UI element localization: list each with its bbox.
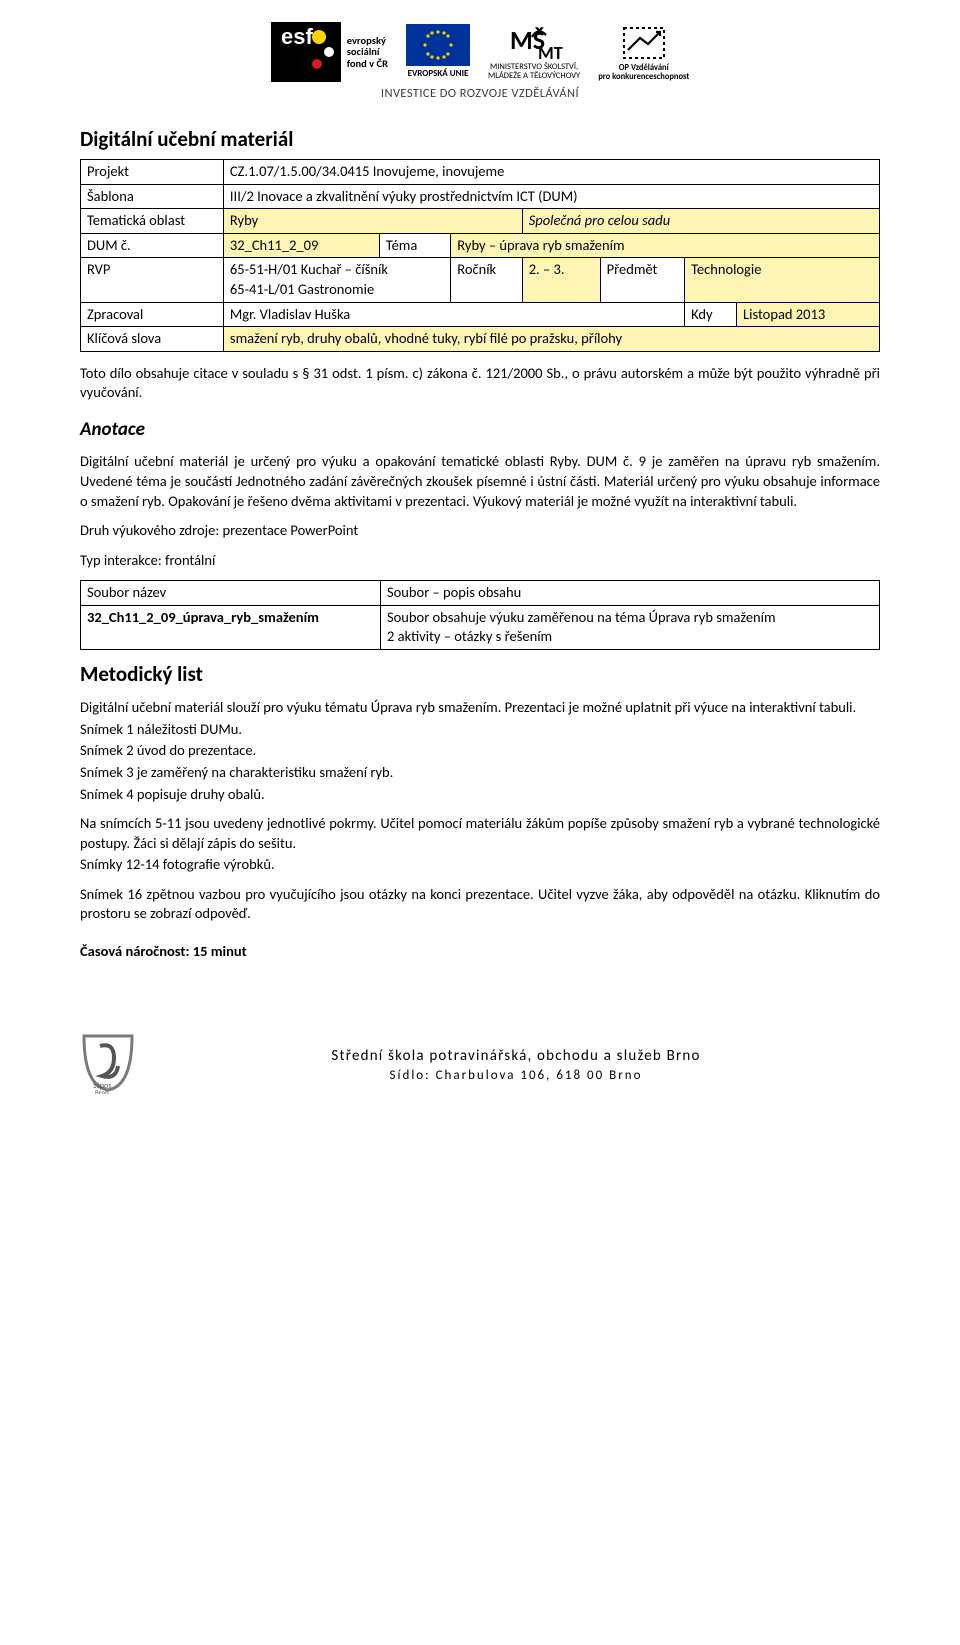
metod-line-1: Snímek 1 náležitosti DUMu. <box>80 720 880 740</box>
meta-sablona-label: Šablona <box>81 184 224 209</box>
meta-predmet-val: Technologie <box>685 258 880 302</box>
meta-dumc-label: DUM č. <box>81 233 224 258</box>
meta-predmet-label: Předmět <box>600 258 684 302</box>
anotace-para-2: Druh výukového zdroje: prezentace PowerP… <box>80 521 880 541</box>
meta-rocnik-val: 2. – 3. <box>522 258 600 302</box>
svg-text:MT: MT <box>538 42 563 63</box>
meta-projekt-label: Projekt <box>81 160 224 185</box>
files-head-name: Soubor název <box>81 581 381 606</box>
time-required: Časová náročnost: 15 minut <box>80 942 880 962</box>
meta-rocnik-label: Ročník <box>451 258 522 302</box>
meta-rvp-label: RVP <box>81 258 224 302</box>
op-logo: OP Vzdělávání pro konkurenceschopnost <box>598 22 689 82</box>
meta-kdy-val: Listopad 2013 <box>737 302 880 327</box>
esf-logo: esf evropský sociální fond v ČR <box>271 22 388 82</box>
eu-label: EVROPSKÁ UNIE <box>408 68 469 80</box>
footer-line-1: Střední škola potravinářská, obchodu a s… <box>152 1046 880 1066</box>
metod-heading: Metodický list <box>80 660 880 688</box>
files-head-desc: Soubor – popis obsahu <box>381 581 880 606</box>
anotace-para-3: Typ interakce: frontální <box>80 551 880 571</box>
metod-line-3: Snímek 3 je zaměřený na charakteristiku … <box>80 763 880 783</box>
msmt-logo: MŠ MT MINISTERSTVO ŠKOLSTVÍ, MLÁDEŽE A T… <box>488 23 580 81</box>
metod-line-2: Snímek 2 úvod do prezentace. <box>80 741 880 761</box>
meta-tematicka-label: Tematická oblast <box>81 209 224 234</box>
meta-klicova-val: smažení ryb, druhy obalů, vhodné tuky, r… <box>223 327 879 352</box>
doc-title: Digitální učební materiál <box>80 125 880 153</box>
meta-rvp-val: 65-51-H/01 Kuchař – číšník 65-41-L/01 Ga… <box>223 258 450 302</box>
meta-klicova-label: Klíčová slova <box>81 327 224 352</box>
esf-text-3: fond v ČR <box>347 58 388 70</box>
footer-logo: Sšpos Brno <box>80 1032 138 1100</box>
files-table: Soubor název Soubor – popis obsahu 32_Ch… <box>80 580 880 650</box>
meta-sablona-val: III/2 Inovace a zkvalitnění výuky prostř… <box>223 184 879 209</box>
metod-line-6: Snímky 12-14 fotografie výrobků. <box>80 855 880 875</box>
meta-kdy-label: Kdy <box>685 302 737 327</box>
footer-line-2: Sídlo: Charbulova 106, 618 00 Brno <box>152 1067 880 1085</box>
anotace-heading: Anotace <box>80 417 880 443</box>
meta-tema-val: Ryby – úprava ryb smažením <box>451 233 880 258</box>
meta-projekt-val: CZ.1.07/1.5.00/34.0415 Inovujeme, inovuj… <box>223 160 879 185</box>
eu-flag-logo: EVROPSKÁ UNIE <box>406 24 470 80</box>
meta-dumc-val: 32_Ch11_2_09 <box>223 233 379 258</box>
metod-line-5: Na snímcích 5-11 jsou uvedeny jednotlivé… <box>80 814 880 853</box>
footer: Sšpos Brno Střední škola potravinářská, … <box>80 1032 880 1100</box>
header-logos: esf evropský sociální fond v ČR EVROPSKÁ… <box>80 22 880 82</box>
footer-text: Střední škola potravinářská, obchodu a s… <box>152 1046 880 1084</box>
metod-line-4: Snímek 4 popisuje druhy obalů. <box>80 785 880 805</box>
files-row-desc: Soubor obsahuje výuku zaměřenou na téma … <box>381 605 880 649</box>
meta-table: Projekt CZ.1.07/1.5.00/34.0415 Inovujeme… <box>80 159 880 352</box>
msmt-line-2: MLÁDEŽE A TĚLOVÝCHOVY <box>488 72 580 81</box>
header-subtitle: INVESTICE DO ROZVOJE VZDĚLÁVÁNÍ <box>80 86 880 103</box>
meta-tematicka-val: Ryby <box>223 209 522 234</box>
op-line-2: pro konkurenceschopnost <box>598 73 689 82</box>
files-row-name: 32_Ch11_2_09_úprava_ryb_smažením <box>81 605 381 649</box>
meta-tematicka-extra: Společná pro celou sadu <box>522 209 879 234</box>
metod-line-7: Snímek 16 zpětnou vazbou pro vyučujícího… <box>80 885 880 924</box>
svg-text:esf: esf <box>281 24 313 49</box>
meta-tema-label: Téma <box>379 233 450 258</box>
meta-zpracoval-val: Mgr. Vladislav Huška <box>223 302 684 327</box>
svg-text:Brno: Brno <box>95 1088 109 1094</box>
meta-zpracoval-label: Zpracoval <box>81 302 224 327</box>
metod-line-0: Digitální učební materiál slouží pro výu… <box>80 698 880 718</box>
license-para: Toto dílo obsahuje citace v souladu s § … <box>80 364 880 403</box>
anotace-para-1: Digitální učební materiál je určený pro … <box>80 452 880 511</box>
